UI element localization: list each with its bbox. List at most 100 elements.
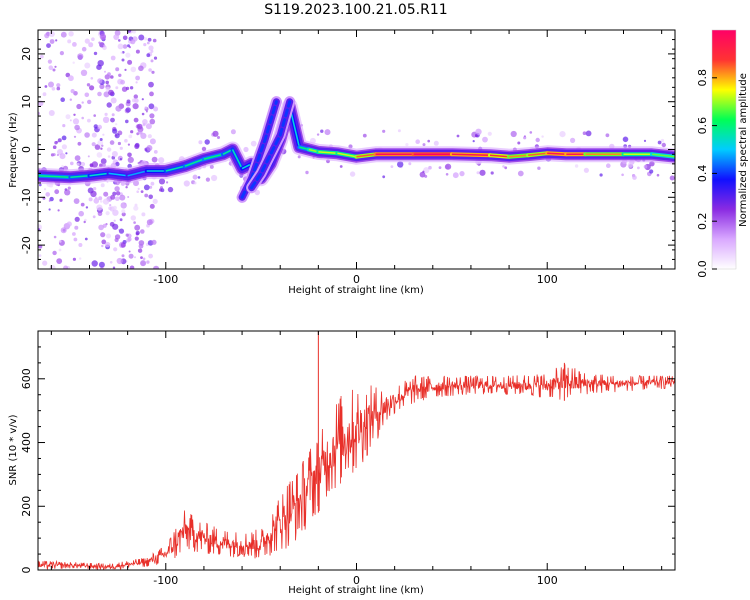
- spectrogram-speckle: [137, 129, 143, 135]
- spectrogram-speckle: [153, 56, 158, 60]
- spectrogram-speckle: [48, 110, 55, 116]
- spectrogram-speckle: [128, 253, 134, 259]
- spectrogram-speckle: [138, 65, 144, 72]
- spectrogram-speckle: [111, 113, 115, 117]
- spectrogram-speckle: [183, 180, 190, 187]
- snr-y-ticks: 0 200 400 600: [20, 330, 675, 574]
- spectrogram-speckle: [97, 124, 102, 130]
- spectrogram-speckle: [43, 188, 47, 191]
- spectrogram-speckle: [599, 173, 603, 177]
- spectrogram-speckle: [56, 153, 60, 157]
- spectrogram-speckle: [305, 170, 309, 175]
- colorbar-tick-label: 0.4: [696, 165, 709, 183]
- spectrogram-speckle: [150, 49, 154, 53]
- spectrogram-speckle: [56, 86, 61, 91]
- spectrogram-speckle: [65, 114, 71, 120]
- spectrogram-speckle: [56, 258, 63, 264]
- spectrogram-speckle: [74, 225, 79, 230]
- spectrogram-speckle: [106, 102, 112, 108]
- spectrogram-speckle: [150, 181, 155, 186]
- spectrogram-speckle: [212, 130, 219, 137]
- spectrogram-speckle: [62, 124, 66, 128]
- spectrogram-ridge-core: [451, 153, 491, 156]
- spectrogram-speckle: [142, 257, 146, 261]
- spectrogram-speckle: [128, 46, 131, 49]
- spectrogram-speckle: [422, 170, 425, 173]
- spectrogram-speckle: [92, 215, 96, 219]
- spectrogram-speckle: [125, 233, 129, 237]
- spectrogram-speckle: [456, 134, 460, 138]
- spectrogram-speckle: [100, 200, 103, 203]
- spectrogram-speckle: [74, 155, 81, 162]
- spectrogram-speckle: [147, 37, 152, 42]
- spectrogram-speckle: [133, 117, 139, 123]
- spectrogram-speckle: [61, 135, 67, 141]
- spectrogram-speckle: [133, 94, 138, 99]
- spectrogram-speckle: [125, 107, 131, 113]
- spectrogram-speckle: [316, 133, 320, 136]
- spectrogram-speckle: [537, 166, 541, 170]
- spectrogram-speckle: [47, 59, 53, 64]
- spectrogram-speckle: [49, 265, 56, 269]
- spectrogram-speckle: [96, 204, 103, 211]
- spectrogram-speckle: [80, 162, 85, 167]
- x-tick-label: -100: [153, 574, 178, 587]
- spectrogram-speckle: [63, 265, 69, 269]
- spectrogram-speckle: [91, 37, 95, 41]
- spectrogram-ridge-core: [108, 172, 128, 177]
- spectrogram-speckle: [112, 128, 118, 134]
- spectrogram-speckle: [42, 260, 48, 266]
- spectrogram-speckle: [48, 208, 51, 211]
- snr-x-label: Height of straight line (km): [288, 585, 424, 596]
- spectrogram-speckle: [70, 89, 75, 94]
- spectrogram-speckle: [54, 141, 58, 145]
- spectrogram-speckle: [324, 129, 331, 136]
- spectrogram-speckle: [656, 173, 660, 177]
- spectrogram-speckle: [56, 83, 61, 88]
- spectrogram-speckle: [152, 38, 157, 43]
- spectrogram-speckle: [643, 164, 648, 169]
- spectrogram-x-ticks: -100 0 100: [50, 30, 663, 286]
- spectrogram-speckle: [166, 181, 169, 184]
- spectrogram-speckle: [107, 72, 111, 77]
- y-tick-label: 0: [20, 567, 33, 574]
- spectrogram-speckle: [70, 161, 74, 166]
- spectrogram-speckle: [64, 189, 71, 196]
- spectrogram-speckle: [424, 174, 428, 178]
- spectrogram-speckle: [112, 266, 116, 269]
- spectrogram-ridge-core: [38, 175, 71, 178]
- spectrogram-speckle: [72, 61, 75, 64]
- spectrogram-speckle: [149, 203, 155, 209]
- spectrogram-speckle: [52, 68, 56, 72]
- spectrogram-speckle: [81, 101, 84, 104]
- spectrogram-speckle: [397, 129, 401, 133]
- spectrogram-speckle: [130, 215, 136, 221]
- spectrogram-speckle: [574, 164, 579, 168]
- spectrogram-speckle: [127, 59, 133, 65]
- spectrogram-speckle: [46, 43, 51, 48]
- spectrogram-speckle: [68, 75, 74, 82]
- spectrogram-speckle: [78, 210, 84, 217]
- spectrogram-speckle: [250, 140, 257, 147]
- spectrogram-speckle: [125, 86, 130, 91]
- spectrogram-speckle: [114, 234, 121, 240]
- spectrogram-speckle: [97, 60, 104, 67]
- spectrogram-speckle: [84, 218, 87, 222]
- spectrogram-speckle: [104, 70, 106, 73]
- spectrogram-speckle: [128, 134, 133, 139]
- spectrogram-speckle: [205, 177, 210, 182]
- spectrogram-speckle: [143, 184, 150, 191]
- colorbar-tick-label: 0.0: [696, 260, 709, 278]
- spectrogram-speckle: [145, 123, 152, 130]
- spectrogram-speckle: [119, 146, 123, 150]
- spectrogram-speckle: [621, 173, 624, 177]
- spectrogram-speckle: [38, 228, 41, 231]
- figure-title: S119.2023.100.21.05.R11: [264, 2, 447, 18]
- spectrogram-speckle: [108, 89, 114, 96]
- spectrogram-speckle: [61, 144, 67, 150]
- spectrogram-speckle: [78, 243, 83, 247]
- spectrogram-speckle: [74, 124, 80, 131]
- spectrogram-speckle: [151, 156, 158, 163]
- spectrogram-speckle: [135, 230, 140, 235]
